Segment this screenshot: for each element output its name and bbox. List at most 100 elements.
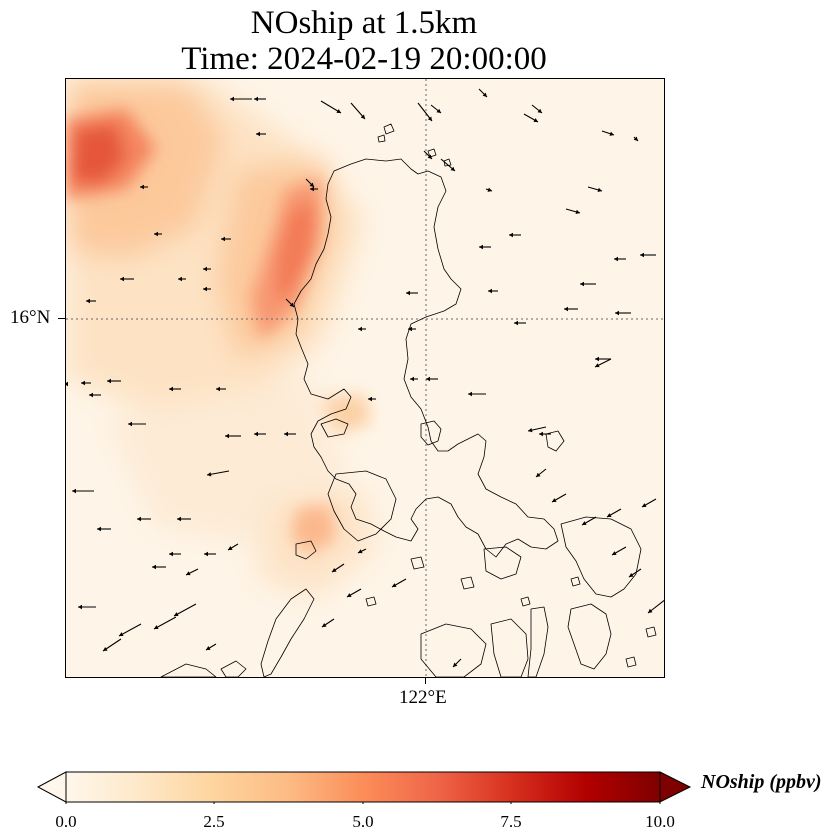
lat-tick-label: 16°N [10, 307, 51, 328]
wind-arrow-head [169, 386, 173, 392]
wind-arrow-head [207, 472, 212, 477]
wind-arrow-head [66, 381, 68, 387]
colorbar-label: NOship (ppbv) [701, 771, 822, 793]
wind-arrow-head [528, 427, 533, 433]
wind-arrow-head [450, 166, 455, 171]
wind-arrow-head [358, 549, 363, 554]
wind-arrow-head [552, 498, 557, 502]
wind-arrow-head [169, 551, 173, 557]
wind-arrow-head [453, 662, 458, 667]
wind-arrow-head [81, 380, 85, 386]
lat-tick [58, 318, 65, 319]
wind-arrow-head [120, 276, 124, 282]
wind-arrow-head [174, 612, 179, 617]
colorbar [36, 770, 696, 806]
wind-arrow-head [609, 131, 614, 136]
wind-arrow-head [254, 96, 258, 102]
wind-arrow-head [427, 154, 432, 159]
wind-arrow-head [408, 326, 412, 332]
wind-arrow-head [225, 433, 229, 439]
wind-arrow-head [78, 604, 82, 610]
wind-arrow-head [368, 396, 372, 402]
wind-arrow-head [256, 131, 260, 137]
wind-arrow-head [103, 646, 108, 651]
wind-arrow-head [128, 421, 132, 427]
wind-arrow-head [89, 392, 93, 398]
wind-arrow [153, 616, 177, 630]
wind-arrow-head [482, 92, 487, 97]
wind-arrow-head [203, 286, 207, 292]
colorbar-extend-max [659, 771, 692, 803]
wind-arrow-head [595, 356, 599, 362]
wind-arrow-head [178, 276, 182, 282]
wind-arrow-head [177, 516, 181, 522]
wind-arrow-head [206, 646, 211, 650]
lon-tick-label: 122°E [399, 687, 447, 708]
wind-arrow-head [72, 488, 76, 494]
wind-arrow-head [186, 571, 191, 576]
wind-arrow-head [221, 236, 225, 242]
wind-arrow [173, 603, 197, 617]
wind-arrow-head [332, 567, 337, 572]
wind-arrow-head [612, 551, 617, 555]
wind-arrow-head [533, 118, 538, 122]
wind-arrow-head [536, 472, 541, 477]
wind-arrow-head [426, 376, 430, 382]
colorbar-tick-label: 10.0 [645, 812, 675, 831]
wind-arrow-head [107, 378, 111, 384]
wind-arrow-head [216, 386, 220, 392]
wind-vectors [66, 88, 664, 668]
wind-arrow-head [154, 231, 158, 237]
wind-arrow-head [629, 572, 634, 577]
wind-arrow-head [509, 232, 513, 238]
wind-arrow-head [137, 516, 141, 522]
wind-arrow-head [640, 252, 644, 258]
map-timestamp: Time: 2024-02-19 20:00:00 [181, 41, 547, 77]
map-panel [65, 78, 665, 678]
wind-arrow-head [230, 96, 234, 102]
wind-arrow-head [140, 184, 144, 190]
wind-arrow-head [648, 608, 653, 613]
wind-arrow-head [539, 431, 543, 437]
wind-arrow-head [614, 256, 618, 262]
wind-arrow-head [615, 310, 619, 316]
wind-arrow-head [468, 391, 472, 397]
wind-arrow-head [488, 288, 492, 294]
wind-arrow-head [310, 186, 314, 192]
wind-arrow-head [575, 209, 580, 215]
wind-arrow-head [254, 431, 258, 437]
wind-arrow-head [289, 302, 294, 307]
wind-arrow-head [564, 306, 568, 312]
map-canvas [66, 79, 664, 677]
wind-arrow-head [284, 431, 288, 437]
wind-arrow-head [597, 187, 602, 193]
wind-arrow-head [582, 521, 587, 525]
lon-tick [425, 677, 426, 684]
colorbar-tick-label: 2.5 [203, 812, 225, 831]
wind-arrow [118, 623, 142, 637]
wind-arrow-head [580, 281, 584, 287]
wind-arrow-head [514, 320, 518, 326]
wind-arrow-head [228, 546, 233, 550]
wind-arrow-head [607, 513, 612, 517]
wind-arrow-head [119, 632, 124, 637]
colorbar-extend-min [36, 771, 67, 803]
wind-arrow-head [487, 187, 492, 192]
colorbar-gradient [65, 771, 661, 803]
wind-arrow-head [427, 116, 432, 121]
wind-arrow-head [392, 583, 397, 587]
wind-arrow-head [633, 136, 638, 141]
wind-arrow-head [203, 266, 207, 272]
wind-arrow-head [309, 182, 314, 187]
wind-arrow-head [642, 503, 647, 507]
wind-arrow-head [154, 625, 159, 630]
wind-arrow-head [410, 376, 414, 382]
wind-arrow-head [336, 109, 341, 113]
colorbar-tick-label: 5.0 [352, 812, 374, 831]
wind-arrow-head [97, 526, 101, 532]
wind-arrow-head [479, 244, 483, 250]
map-title: NOship at 1.5km [250, 5, 478, 41]
wind-arrow-head [358, 326, 362, 332]
wind-arrow-head [347, 593, 352, 597]
wind-arrow-head [152, 564, 156, 570]
